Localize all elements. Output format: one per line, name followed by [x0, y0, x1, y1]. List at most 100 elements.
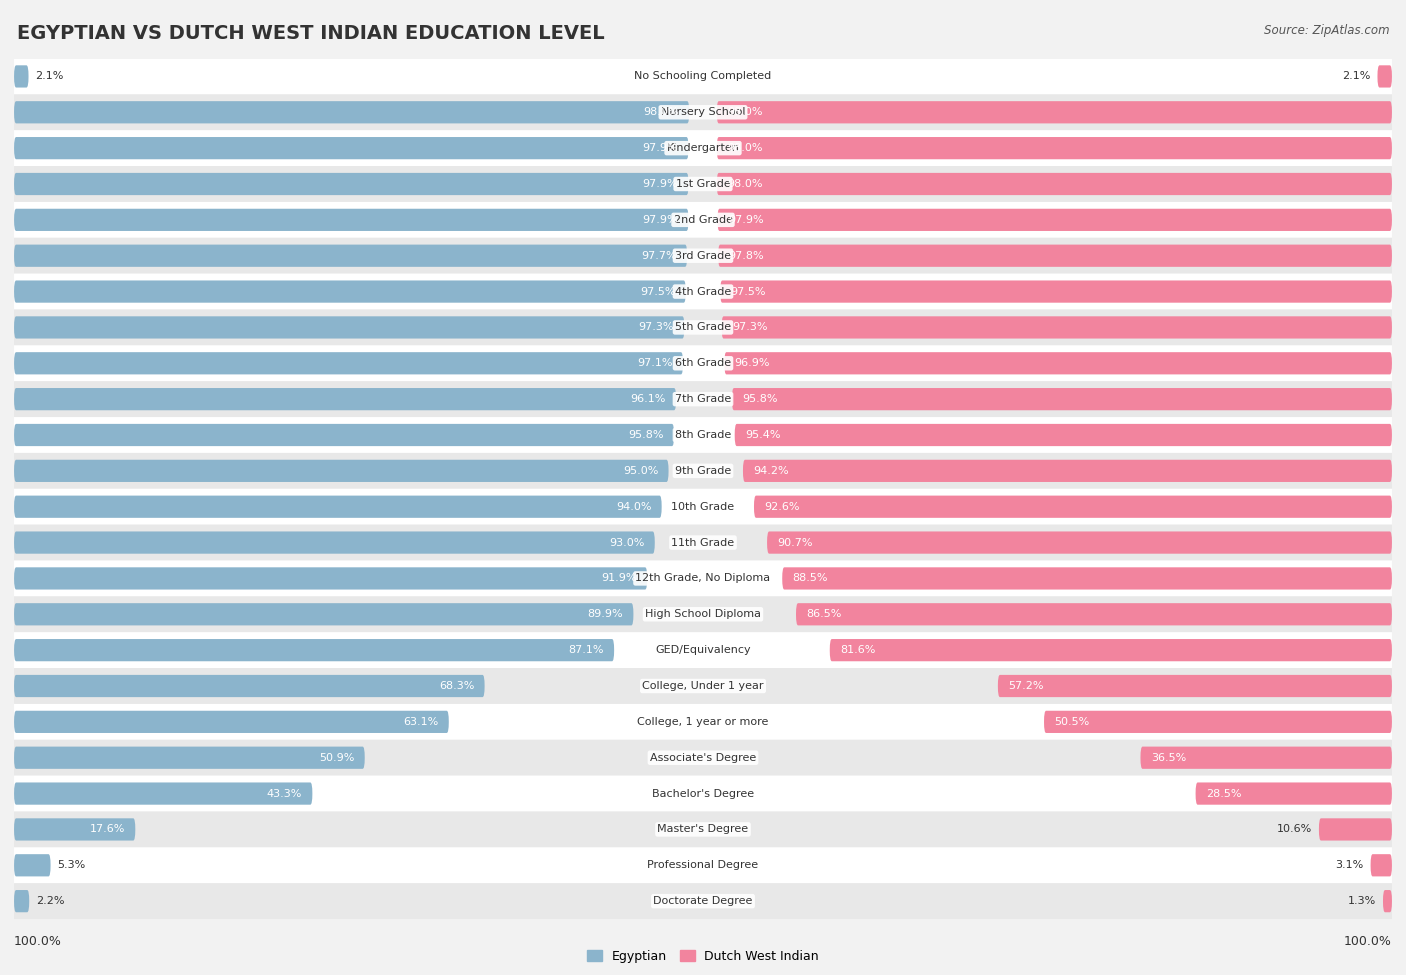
FancyBboxPatch shape [742, 460, 1392, 482]
Text: 50.9%: 50.9% [319, 753, 354, 762]
FancyBboxPatch shape [14, 668, 1392, 704]
FancyBboxPatch shape [735, 424, 1392, 447]
FancyBboxPatch shape [14, 818, 135, 840]
FancyBboxPatch shape [14, 166, 1392, 202]
Text: 97.3%: 97.3% [733, 323, 768, 332]
FancyBboxPatch shape [998, 675, 1392, 697]
FancyBboxPatch shape [782, 567, 1392, 590]
Text: 96.1%: 96.1% [630, 394, 666, 405]
Text: 95.4%: 95.4% [745, 430, 780, 440]
FancyBboxPatch shape [14, 131, 1392, 166]
Text: 100.0%: 100.0% [14, 935, 62, 949]
FancyBboxPatch shape [14, 632, 1392, 668]
FancyBboxPatch shape [14, 811, 1392, 847]
Text: 97.9%: 97.9% [643, 143, 678, 153]
Text: 86.5%: 86.5% [807, 609, 842, 619]
Text: 1.3%: 1.3% [1348, 896, 1376, 906]
Text: 88.5%: 88.5% [793, 573, 828, 583]
FancyBboxPatch shape [14, 417, 1392, 453]
Text: 2.2%: 2.2% [37, 896, 65, 906]
FancyBboxPatch shape [14, 854, 51, 877]
Text: 95.8%: 95.8% [742, 394, 778, 405]
FancyBboxPatch shape [14, 309, 1392, 345]
FancyBboxPatch shape [14, 747, 364, 769]
FancyBboxPatch shape [14, 890, 30, 913]
Text: 91.9%: 91.9% [602, 573, 637, 583]
FancyBboxPatch shape [14, 137, 689, 159]
Text: EGYPTIAN VS DUTCH WEST INDIAN EDUCATION LEVEL: EGYPTIAN VS DUTCH WEST INDIAN EDUCATION … [17, 24, 605, 43]
Text: 4th Grade: 4th Grade [675, 287, 731, 296]
Text: 9th Grade: 9th Grade [675, 466, 731, 476]
FancyBboxPatch shape [14, 424, 673, 447]
Text: Bachelor's Degree: Bachelor's Degree [652, 789, 754, 799]
Text: College, Under 1 year: College, Under 1 year [643, 681, 763, 691]
Text: 97.1%: 97.1% [637, 358, 672, 369]
Text: 2nd Grade: 2nd Grade [673, 214, 733, 225]
Text: High School Diploma: High School Diploma [645, 609, 761, 619]
Text: 89.9%: 89.9% [588, 609, 623, 619]
FancyBboxPatch shape [796, 604, 1392, 625]
FancyBboxPatch shape [14, 460, 669, 482]
FancyBboxPatch shape [14, 531, 655, 554]
Text: 5th Grade: 5th Grade [675, 323, 731, 332]
Text: 43.3%: 43.3% [267, 789, 302, 799]
FancyBboxPatch shape [14, 381, 1392, 417]
Text: 98.0%: 98.0% [727, 107, 762, 117]
FancyBboxPatch shape [14, 453, 1392, 488]
FancyBboxPatch shape [718, 245, 1392, 267]
Text: 36.5%: 36.5% [1152, 753, 1187, 762]
Text: 92.6%: 92.6% [765, 502, 800, 512]
FancyBboxPatch shape [14, 316, 685, 338]
FancyBboxPatch shape [14, 245, 688, 267]
Text: 98.0%: 98.0% [727, 179, 762, 189]
FancyBboxPatch shape [14, 740, 1392, 776]
Text: 98.0%: 98.0% [727, 143, 762, 153]
Text: 90.7%: 90.7% [778, 537, 813, 548]
FancyBboxPatch shape [1378, 65, 1392, 88]
Text: 10th Grade: 10th Grade [672, 502, 734, 512]
FancyBboxPatch shape [14, 388, 676, 410]
FancyBboxPatch shape [14, 202, 1392, 238]
FancyBboxPatch shape [14, 711, 449, 733]
FancyBboxPatch shape [14, 675, 485, 697]
Text: 50.5%: 50.5% [1054, 717, 1090, 727]
FancyBboxPatch shape [14, 95, 1392, 131]
Text: 2.1%: 2.1% [35, 71, 63, 82]
FancyBboxPatch shape [14, 776, 1392, 811]
Text: 97.7%: 97.7% [641, 251, 676, 260]
Text: Kindergarten: Kindergarten [666, 143, 740, 153]
Text: 1st Grade: 1st Grade [676, 179, 730, 189]
FancyBboxPatch shape [721, 316, 1392, 338]
Text: 81.6%: 81.6% [841, 645, 876, 655]
FancyBboxPatch shape [1319, 818, 1392, 840]
FancyBboxPatch shape [14, 281, 686, 302]
Text: 93.0%: 93.0% [609, 537, 644, 548]
Text: Professional Degree: Professional Degree [647, 860, 759, 871]
Text: 68.3%: 68.3% [439, 681, 474, 691]
Text: 94.2%: 94.2% [754, 466, 789, 476]
FancyBboxPatch shape [754, 495, 1392, 518]
Text: Nursery School: Nursery School [661, 107, 745, 117]
FancyBboxPatch shape [14, 345, 1392, 381]
FancyBboxPatch shape [14, 597, 1392, 632]
FancyBboxPatch shape [717, 209, 1392, 231]
FancyBboxPatch shape [830, 639, 1392, 661]
Text: 3rd Grade: 3rd Grade [675, 251, 731, 260]
FancyBboxPatch shape [768, 531, 1392, 554]
Legend: Egyptian, Dutch West Indian: Egyptian, Dutch West Indian [582, 945, 824, 968]
FancyBboxPatch shape [14, 65, 28, 88]
Text: 97.8%: 97.8% [728, 251, 763, 260]
Text: 7th Grade: 7th Grade [675, 394, 731, 405]
Text: GED/Equivalency: GED/Equivalency [655, 645, 751, 655]
FancyBboxPatch shape [1045, 711, 1392, 733]
Text: 97.9%: 97.9% [643, 179, 678, 189]
FancyBboxPatch shape [14, 101, 689, 124]
Text: 98.0%: 98.0% [644, 107, 679, 117]
FancyBboxPatch shape [14, 352, 683, 374]
Text: 3.1%: 3.1% [1336, 860, 1364, 871]
Text: 8th Grade: 8th Grade [675, 430, 731, 440]
Text: Doctorate Degree: Doctorate Degree [654, 896, 752, 906]
Text: 5.3%: 5.3% [58, 860, 86, 871]
Text: No Schooling Completed: No Schooling Completed [634, 71, 772, 82]
FancyBboxPatch shape [14, 209, 689, 231]
